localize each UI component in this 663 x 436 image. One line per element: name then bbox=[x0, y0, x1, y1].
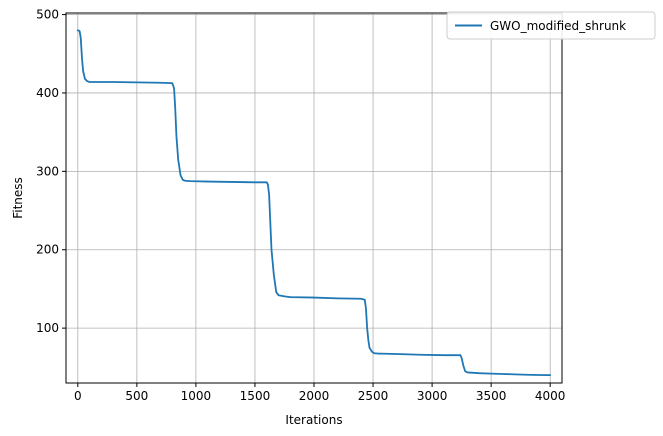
y-tick-label: 200 bbox=[36, 243, 59, 257]
x-tick-label: 500 bbox=[125, 389, 148, 403]
plot-area bbox=[76, 29, 552, 377]
legend-box bbox=[446, 11, 656, 40]
grid-lines bbox=[66, 13, 562, 383]
x-tick-label: 3500 bbox=[476, 389, 507, 403]
x-tick-label: 2000 bbox=[299, 389, 330, 403]
x-tick-label: 2500 bbox=[358, 389, 389, 403]
y-tick-label: 500 bbox=[36, 8, 59, 22]
y-tick-label: 400 bbox=[36, 86, 59, 100]
x-tick-label: 0 bbox=[74, 389, 82, 403]
series-line-0 bbox=[76, 29, 552, 377]
x-tick-label: 3000 bbox=[417, 389, 448, 403]
legend-label: GWO_modified_shrunk bbox=[490, 19, 626, 33]
x-tick-label: 1000 bbox=[181, 389, 212, 403]
y-tick-label: 100 bbox=[36, 321, 59, 335]
x-axis-label: Iterations bbox=[285, 413, 342, 427]
x-tick-label: 1500 bbox=[240, 389, 271, 403]
y-axis: 100 200 300 400 500 bbox=[36, 8, 66, 335]
y-tick-label: 300 bbox=[36, 164, 59, 178]
y-axis-label: Fitness bbox=[11, 177, 25, 219]
legend: GWO_modified_shrunk bbox=[446, 11, 656, 40]
x-tick-label: 4000 bbox=[535, 389, 566, 403]
x-axis: 0 500 1000 1500 2000 2500 3000 3500 4000 bbox=[74, 383, 565, 403]
